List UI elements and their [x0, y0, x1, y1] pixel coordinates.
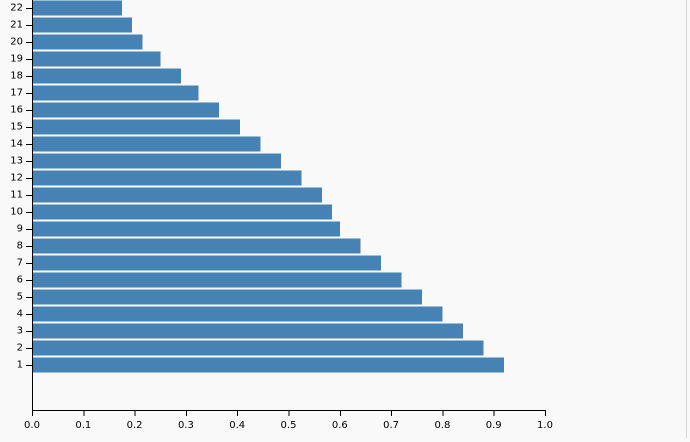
- y-tick-label-19: 19: [10, 54, 23, 65]
- x-axis: 0.0 0.1 0.2 0.3 0.4 0.5 0.6 0.7 0.8 0.9 1.0: [24, 410, 553, 431]
- bar-2: [32, 340, 484, 356]
- y-tick-label-18: 18: [10, 71, 23, 82]
- x-tick-label-0.9: 0.9: [486, 420, 502, 431]
- chart-border: [686, 0, 687, 438]
- y-tick-label-4: 4: [17, 309, 23, 320]
- x-tick-label-0.0: 0.0: [24, 420, 40, 431]
- bar-4: [32, 306, 443, 322]
- x-tick-label-0.6: 0.6: [332, 420, 348, 431]
- y-tick-label-11: 11: [10, 190, 23, 201]
- bar-5: [32, 289, 422, 305]
- y-tick-label-10: 10: [10, 207, 23, 218]
- y-tick-label-17: 17: [10, 88, 23, 99]
- bar-1: [32, 357, 504, 373]
- bar-6: [32, 272, 402, 288]
- bar-17: [32, 85, 199, 101]
- bar-11: [32, 187, 322, 203]
- y-tick-label-21: 21: [10, 20, 23, 31]
- x-tick-label-0.3: 0.3: [178, 420, 194, 431]
- bar-19: [32, 51, 161, 67]
- y-tick-label-3: 3: [17, 326, 23, 337]
- bar-15: [32, 119, 240, 135]
- y-tick-label-6: 6: [17, 275, 23, 286]
- x-tick-label-0.4: 0.4: [229, 420, 245, 431]
- bar-20: [32, 34, 143, 50]
- x-tick-label-0.7: 0.7: [383, 420, 399, 431]
- x-tick-label-1.0: 1.0: [537, 420, 553, 431]
- bar-10: [32, 204, 333, 220]
- y-tick-label-12: 12: [10, 173, 23, 184]
- y-tick-label-15: 15: [10, 122, 23, 133]
- bars-group: [32, 0, 504, 373]
- bar-8: [32, 238, 361, 254]
- y-tick-label-1: 1: [17, 360, 23, 371]
- bar-7: [32, 255, 381, 271]
- bar-3: [32, 323, 463, 339]
- y-tick-label-20: 20: [10, 37, 23, 48]
- y-tick-label-14: 14: [10, 139, 23, 150]
- x-tick-label-0.5: 0.5: [281, 420, 297, 431]
- y-tick-label-22: 22: [10, 3, 23, 14]
- x-tick-label-0.1: 0.1: [75, 420, 91, 431]
- x-tick-label-0.2: 0.2: [127, 420, 143, 431]
- y-tick-label-2: 2: [17, 343, 23, 354]
- bar-21: [32, 17, 133, 33]
- y-tick-label-13: 13: [10, 156, 23, 167]
- y-tick-label-5: 5: [17, 292, 23, 303]
- bar-22: [32, 0, 122, 16]
- bar-16: [32, 102, 220, 118]
- bar-12: [32, 170, 302, 186]
- bar-14: [32, 136, 261, 152]
- y-tick-label-7: 7: [17, 258, 23, 269]
- y-tick-label-16: 16: [10, 105, 23, 116]
- bar-13: [32, 153, 281, 169]
- x-tick-label-0.8: 0.8: [434, 420, 450, 431]
- bar-18: [32, 68, 181, 84]
- bar-9: [32, 221, 340, 237]
- y-tick-label-8: 8: [17, 241, 23, 252]
- y-tick-label-9: 9: [17, 224, 23, 235]
